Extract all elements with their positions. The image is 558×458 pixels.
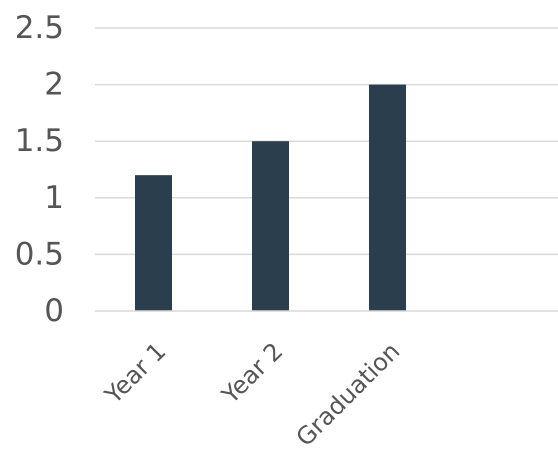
bar-year-1	[135, 175, 172, 311]
x-tick-label-year-2: Year 2	[216, 337, 289, 410]
x-tick-label-graduation: Graduation	[291, 337, 406, 452]
y-tick-label-5: 2.5	[15, 10, 64, 46]
bar-graduation	[369, 84, 406, 311]
gridlines	[95, 27, 558, 256]
y-axis-ticks: 0 0.5 1 1.5 2 2.5	[15, 10, 64, 329]
y-tick-label-1: 0.5	[15, 236, 64, 272]
bar-year-2	[252, 141, 289, 311]
x-tick-label-year-1: Year 1	[99, 337, 172, 410]
y-tick-label-4: 2	[44, 67, 64, 103]
y-tick-label-3: 1.5	[15, 123, 64, 159]
x-axis-ticks: Year 1 Year 2 Graduation	[99, 337, 406, 452]
y-tick-label-2: 1	[44, 180, 64, 216]
y-tick-label-0: 0	[44, 293, 64, 329]
bars	[135, 84, 406, 311]
